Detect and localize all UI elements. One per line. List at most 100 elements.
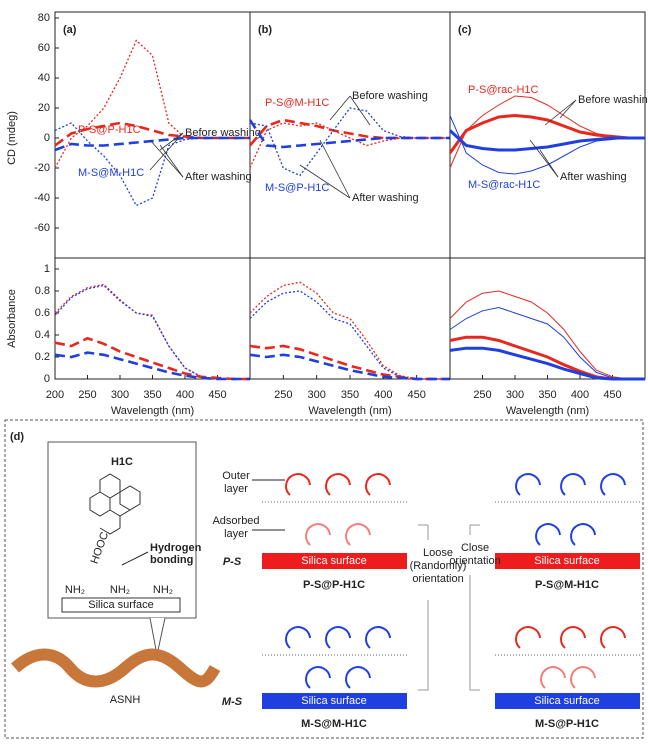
x-tick-label: 450	[208, 389, 226, 401]
data-line	[449, 335, 645, 381]
inset-box	[47, 441, 197, 619]
caption: M-S@P-H1C	[535, 718, 599, 730]
annotation: P-S@P-H1C	[78, 124, 141, 136]
data-line	[449, 290, 645, 380]
data-line	[54, 284, 250, 380]
surface-box	[262, 693, 407, 709]
enantiomer-label: P-S	[223, 556, 242, 568]
data-line	[249, 122, 450, 169]
molecule-name: H1C	[111, 456, 133, 468]
x-tick-label: 250	[274, 389, 292, 401]
plot-frame	[249, 257, 451, 380]
data-line	[249, 290, 450, 380]
pointer	[349, 95, 371, 126]
caption: P-S@P-H1C	[303, 579, 365, 591]
data-line	[449, 346, 645, 381]
y-tick-label: 80	[38, 12, 50, 24]
layer-label: layer	[224, 528, 248, 540]
y-tick-label: 60	[38, 42, 50, 54]
hbond-label: bonding	[150, 554, 193, 566]
surface-box	[495, 553, 640, 569]
pointer	[159, 144, 184, 178]
helix	[10, 648, 221, 688]
x-tick-label: 400	[176, 389, 194, 401]
annotation: M-S@rac-H1C	[468, 179, 540, 191]
pointer	[149, 139, 184, 178]
diagram: (d) H1C HOOC Hydrogen bonding NH₂ NH₂ NH…	[4, 419, 644, 739]
molecules	[285, 473, 626, 689]
x-tick-label: 450	[603, 389, 621, 401]
orientation-label: Loose	[423, 547, 453, 559]
surface-box	[495, 693, 640, 709]
y-tick-label: -60	[34, 222, 50, 234]
x-tick-label: 300	[111, 389, 129, 401]
pointer	[319, 139, 351, 199]
pointer	[544, 99, 577, 126]
annotation: After washing	[352, 192, 419, 204]
surface-label: Silica surface	[301, 555, 366, 567]
x-tick-label: 450	[407, 389, 425, 401]
data-line	[249, 353, 450, 381]
annotation: After washing	[560, 171, 627, 183]
x-tick-label: 250	[78, 389, 96, 401]
surface-box	[262, 553, 407, 569]
y-tick-label: 0.2	[35, 351, 50, 363]
x-tick-label: 300	[307, 389, 325, 401]
pointer	[159, 132, 184, 151]
y-axis-title: Absorbance	[6, 289, 18, 348]
data-line	[249, 281, 450, 380]
caption: P-S@M-H1C	[535, 579, 599, 591]
hbond-label: Hydrogen	[150, 542, 202, 554]
pointer	[529, 139, 559, 178]
annotation: M-S@M-H1C	[78, 167, 144, 179]
enantiomer-label: M-S	[222, 696, 243, 708]
panel-label: (b)	[258, 24, 272, 36]
data-line	[449, 306, 645, 380]
caption: M-S@M-H1C	[301, 718, 367, 730]
y-tick-label: -20	[34, 162, 50, 174]
y-tick-label: 0.6	[35, 307, 50, 319]
plot-frame	[449, 257, 646, 380]
y-tick-label: 0	[44, 132, 50, 144]
data-line	[54, 121, 250, 147]
x-tick-label: 350	[538, 389, 556, 401]
connector	[469, 524, 480, 691]
plot-frame	[249, 11, 451, 259]
layer-label: Adsorbed	[212, 515, 259, 527]
panel-frame	[4, 419, 644, 739]
data-line	[448, 129, 645, 152]
x-tick-label: 400	[571, 389, 589, 401]
arrow	[121, 551, 149, 566]
data-line	[249, 118, 450, 147]
x-axis-title: Wavelength (nm)	[308, 405, 391, 417]
x-tick-label: 400	[374, 389, 392, 401]
x-tick-label: 200	[46, 389, 64, 401]
pointer	[559, 99, 577, 119]
data-line	[54, 136, 250, 152]
connector	[418, 524, 429, 691]
data-line	[249, 344, 450, 381]
orientation-label: orientation	[449, 555, 500, 567]
annotation: Before washing	[185, 127, 261, 139]
y-tick-label: 20	[38, 102, 50, 114]
annotation: After washing	[185, 171, 252, 183]
y-axis-title: CD (mdeg)	[6, 111, 18, 165]
amine: NH₂	[110, 584, 130, 596]
x-axis-title: Wavelength (nm)	[111, 405, 194, 417]
pointer	[149, 132, 184, 171]
surface-label: Silica surface	[534, 555, 599, 567]
y-tick-label: 40	[38, 72, 50, 84]
annotation: P-S@rac-H1C	[468, 84, 539, 96]
x-axis-title: Wavelength (nm)	[506, 405, 589, 417]
surface-label: Silica surface	[301, 695, 366, 707]
orientation-label: orientation	[412, 573, 463, 585]
orientation-label: (Randomly)	[410, 560, 467, 572]
amine: NH₂	[65, 584, 85, 596]
x-tick-label: 300	[506, 389, 524, 401]
y-tick-label: 0	[44, 373, 50, 385]
amine: NH₂	[153, 584, 173, 596]
molecule	[89, 473, 141, 535]
y-tick-label: 1	[44, 263, 50, 275]
data-line	[54, 283, 250, 380]
